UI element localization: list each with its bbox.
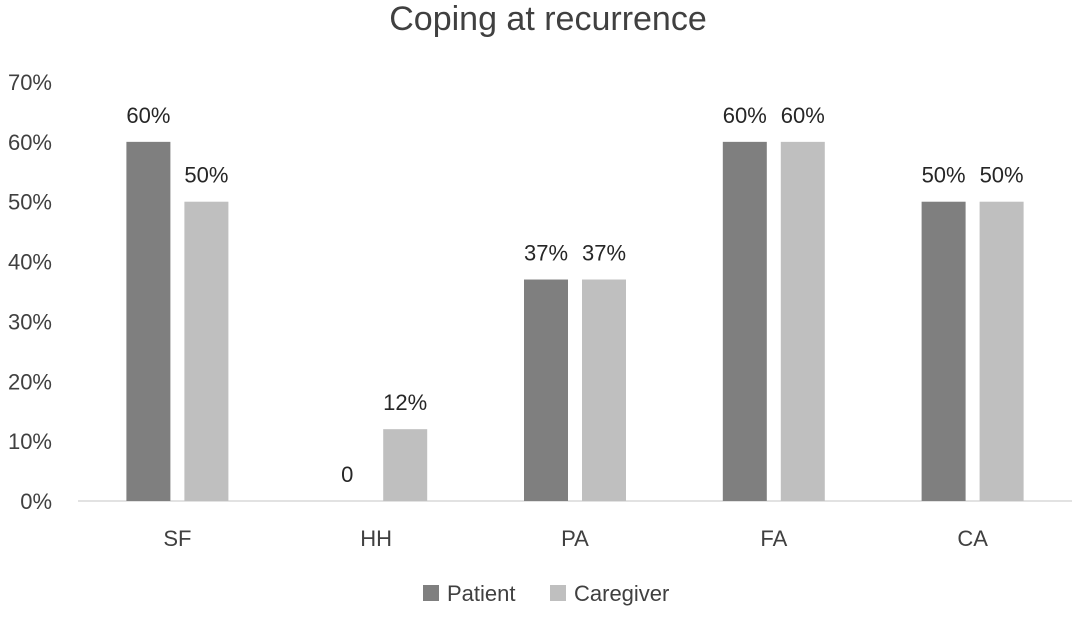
data-labels: 60% 50% 0 12% 37% 37% 60% 60% 50% 50% bbox=[126, 103, 1023, 487]
data-label: 12% bbox=[383, 390, 427, 415]
data-label: 50% bbox=[922, 163, 966, 188]
bars bbox=[126, 141, 1024, 501]
legend-item-patient: Patient bbox=[423, 581, 516, 606]
y-tick-label: 50% bbox=[8, 190, 52, 215]
bar-caregiver-ca bbox=[979, 201, 1024, 501]
bar-patient-sf bbox=[126, 141, 171, 501]
bar-caregiver-pa bbox=[582, 279, 626, 501]
chart-title: Coping at recurrence bbox=[389, 0, 707, 38]
legend-swatch bbox=[550, 585, 566, 601]
legend: Patient Caregiver bbox=[423, 581, 669, 606]
data-label: 60% bbox=[126, 103, 170, 128]
legend-label: Caregiver bbox=[574, 581, 669, 606]
x-category-label: FA bbox=[760, 526, 787, 551]
data-label: 60% bbox=[781, 103, 825, 128]
bar-caregiver-fa bbox=[780, 141, 825, 501]
x-axis: SF HH PA FA CA bbox=[163, 526, 988, 551]
y-tick-label: 60% bbox=[8, 130, 52, 155]
data-label: 37% bbox=[524, 241, 568, 266]
y-tick-label: 0% bbox=[20, 489, 52, 514]
y-tick-label: 30% bbox=[8, 309, 52, 334]
y-axis: 0% 10% 20% 30% 40% 50% 60% 70% bbox=[8, 70, 52, 514]
x-category-label: HH bbox=[360, 526, 392, 551]
bar-caregiver-hh bbox=[383, 429, 428, 501]
legend-label: Patient bbox=[447, 581, 516, 606]
data-label: 50% bbox=[980, 163, 1024, 188]
bar-patient-fa bbox=[722, 141, 767, 501]
x-category-label: CA bbox=[957, 526, 988, 551]
x-category-label: SF bbox=[163, 526, 191, 551]
data-label: 37% bbox=[582, 241, 626, 266]
y-tick-label: 10% bbox=[8, 429, 52, 454]
y-tick-label: 70% bbox=[8, 70, 52, 95]
y-tick-label: 40% bbox=[8, 250, 52, 275]
data-label: 50% bbox=[184, 163, 228, 188]
y-tick-label: 20% bbox=[8, 369, 52, 394]
bar-patient-ca bbox=[921, 201, 966, 501]
data-label: 60% bbox=[723, 103, 767, 128]
data-label: 0 bbox=[341, 462, 353, 487]
legend-item-caregiver: Caregiver bbox=[550, 581, 669, 606]
x-category-label: PA bbox=[561, 526, 589, 551]
legend-swatch bbox=[423, 585, 439, 601]
bar-patient-pa bbox=[524, 279, 568, 501]
bar-caregiver-sf bbox=[184, 201, 229, 501]
